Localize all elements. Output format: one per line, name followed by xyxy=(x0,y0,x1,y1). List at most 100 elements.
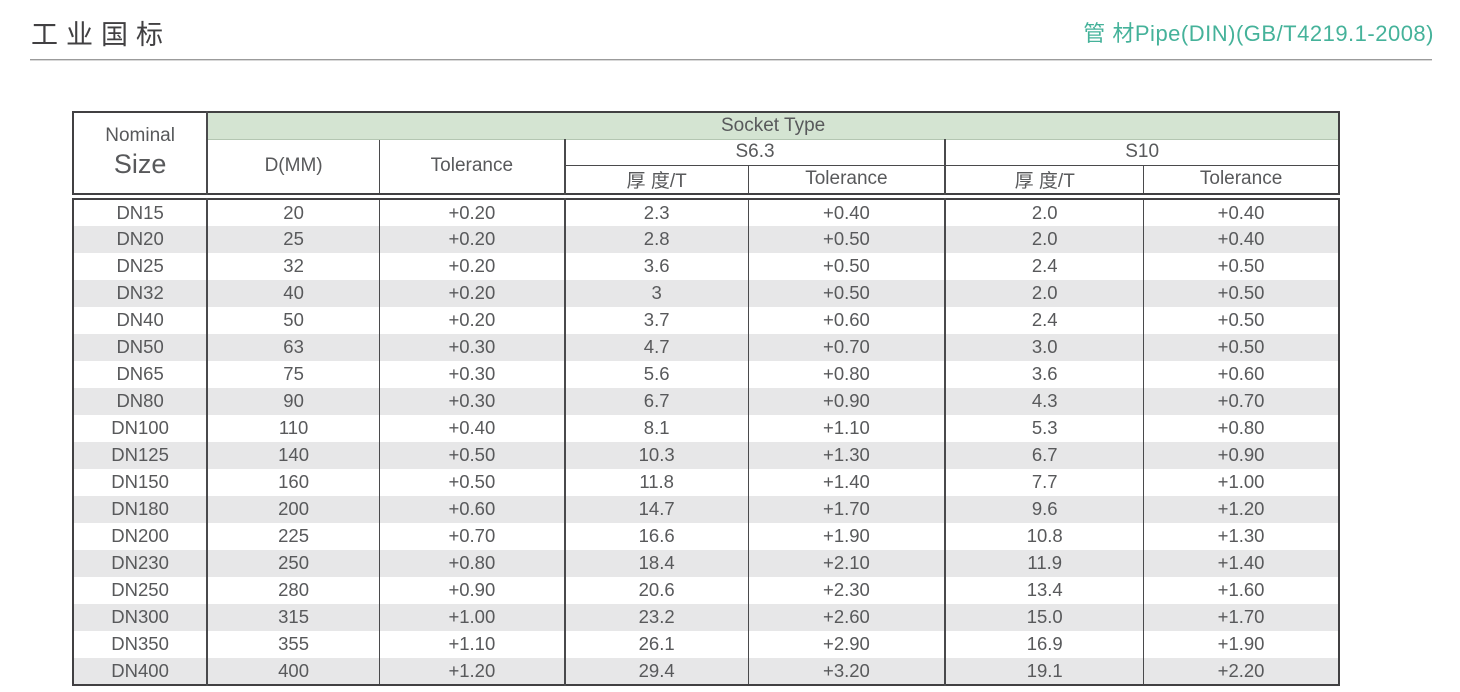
table-cell: +0.20 xyxy=(379,279,566,307)
table-cell: DN350 xyxy=(73,630,209,658)
table-cell: 75 xyxy=(207,360,380,388)
table-cell: +0.50 xyxy=(1143,333,1339,361)
table-cell: +0.20 xyxy=(379,306,566,334)
table-cell: 400 xyxy=(207,657,380,685)
table-row: DN65 75 +0.30 5.6 +0.80 3.6 +0.60 xyxy=(73,360,1339,388)
table-row: DN150 160 +0.50 11.8 +1.40 7.7 +1.00 xyxy=(73,468,1339,496)
table-cell: +1.30 xyxy=(748,441,947,469)
table-cell: +1.00 xyxy=(1217,471,1265,492)
table-cell: DN25 xyxy=(73,252,209,280)
table-cell: 5.6 xyxy=(564,360,749,388)
table-cell: +0.20 xyxy=(379,198,566,226)
table-cell: 11.8 xyxy=(564,468,749,496)
table-cell: 3.0 xyxy=(945,333,1145,361)
table-row: DN50 63 +0.30 4.7 +0.70 3.0 +0.50 xyxy=(73,333,1339,361)
table-cell: 29.4 xyxy=(564,657,749,685)
table-cell: +1.10 xyxy=(379,630,566,658)
section-title-pipe-standard: 管 材Pipe(DIN)(GB/T4219.1-2008) xyxy=(1083,21,1434,46)
table-cell: +0.50 xyxy=(1143,279,1339,307)
table-row: DN200 225 +0.70 16.6 +1.90 10.8 +1.30 xyxy=(73,522,1339,550)
table-cell: 2.8 xyxy=(564,225,749,253)
table-cell: +0.90 xyxy=(748,387,947,415)
table-cell: 14.7 xyxy=(564,495,749,523)
table-cell: +1.30 xyxy=(1217,525,1265,546)
table-cell: 3.6 xyxy=(564,252,749,280)
table-cell: DN230 xyxy=(73,549,209,577)
table-row: DN230 250 +0.80 18.4 +2.10 11.9 +1.40 xyxy=(73,549,1339,577)
table-cell: 5.3 xyxy=(945,414,1145,442)
table-cell: 4.3 xyxy=(945,387,1145,415)
table-cell: DN100 xyxy=(73,414,209,442)
table-cell: +1.10 xyxy=(748,414,947,442)
table-cell: +1.70 xyxy=(748,495,947,523)
table-row: DN15 20 +0.20 2.3 +0.40 2.0 +0.40 xyxy=(73,198,1339,226)
table-cell: 16.6 xyxy=(564,522,749,550)
spec-table-data: DN15 20 +0.20 2.3 +0.40 2.0 +0.40 DN20 25 +0.20 2.… xyxy=(72,197,1340,686)
table-row: DN100 110 +0.40 8.1 +1.10 5.3 +0.80 xyxy=(73,414,1339,442)
table-cell: +1.20 xyxy=(379,657,566,685)
header-tolerance-d: Tolerance xyxy=(379,139,566,194)
table-cell: 18.4 xyxy=(564,549,749,577)
table-cell: +0.50 xyxy=(379,468,566,496)
header-size-label: Size xyxy=(113,148,167,179)
table-cell: +1.60 xyxy=(1217,579,1265,600)
table-cell: +0.50 xyxy=(1217,309,1265,330)
table-row: DN80 90 +0.30 6.7 +0.90 4.3 +0.70 xyxy=(73,387,1339,415)
table-cell: DN125 xyxy=(73,441,209,469)
table-cell: +0.40 xyxy=(1217,201,1265,223)
table-row: DN125 140 +0.50 10.3 +1.30 6.7 +0.90 xyxy=(73,441,1339,469)
table-cell: +1.40 xyxy=(1143,549,1339,577)
table-cell: 315 xyxy=(207,603,380,631)
table-cell: +1.40 xyxy=(748,468,947,496)
header-divider-rule xyxy=(30,59,1432,61)
table-cell: 8.1 xyxy=(564,414,749,442)
header-thickness-s63: 厚 度/T xyxy=(564,165,749,194)
table-row: DN40 50 +0.20 3.7 +0.60 2.4 +0.50 xyxy=(73,306,1339,334)
table-cell: +1.70 xyxy=(1143,603,1339,631)
table-cell: 20 xyxy=(207,198,380,226)
table-cell: 4.7 xyxy=(564,333,749,361)
table-cell: 3.7 xyxy=(564,306,749,334)
table-cell: DN400 xyxy=(73,657,209,685)
header-tolerance-s10: Tolerance xyxy=(1199,168,1283,189)
table-cell: 160 xyxy=(207,468,380,496)
table-cell: 3 xyxy=(564,279,749,307)
table-cell: +2.60 xyxy=(748,603,947,631)
table-cell: 11.9 xyxy=(945,549,1145,577)
table-cell: 2.3 xyxy=(564,198,749,226)
table-row: DN25 32 +0.20 3.6 +0.50 2.4 +0.50 xyxy=(73,252,1339,280)
table-cell: +1.90 xyxy=(1217,633,1265,654)
table-cell: 26.1 xyxy=(564,630,749,658)
table-cell: 19.1 xyxy=(945,657,1145,685)
table-cell: 7.7 xyxy=(945,468,1145,496)
table-cell: +0.70 xyxy=(1143,387,1339,415)
table-cell: 2.0 xyxy=(945,279,1145,307)
table-cell: 2.0 xyxy=(945,225,1145,253)
table-cell: DN300 xyxy=(73,603,209,631)
header-d-mm: D(MM) xyxy=(207,139,380,194)
table-cell: DN150 xyxy=(73,468,209,496)
table-cell: +1.00 xyxy=(379,603,566,631)
table-cell: DN15 xyxy=(73,198,209,226)
table-cell: 32 xyxy=(207,252,380,280)
table-row: DN400 400 +1.20 29.4 +3.20 19.1 +2.20 xyxy=(73,657,1339,685)
table-cell: 13.4 xyxy=(945,576,1145,604)
table-row: DN20 25 +0.20 2.8 +0.50 2.0 +0.40 xyxy=(73,225,1339,253)
table-cell: DN200 xyxy=(73,522,209,550)
table-cell: 110 xyxy=(207,414,380,442)
table-cell: 90 xyxy=(207,387,380,415)
table-cell: +0.50 xyxy=(748,252,947,280)
table-cell: +0.40 xyxy=(748,198,947,226)
table-cell: 40 xyxy=(207,279,380,307)
table-cell: +0.40 xyxy=(379,414,566,442)
table-cell: DN50 xyxy=(73,333,209,361)
header-body-gap xyxy=(72,194,1340,198)
table-cell: 2.4 xyxy=(945,306,1145,334)
table-cell: 10.8 xyxy=(945,522,1145,550)
table-cell: +0.40 xyxy=(1143,225,1339,253)
table-cell: 63 xyxy=(207,333,380,361)
table-cell: 20.6 xyxy=(564,576,749,604)
table-cell: +0.50 xyxy=(379,441,566,469)
table-cell: +0.60 xyxy=(1217,363,1265,384)
table-cell: DN65 xyxy=(73,360,209,388)
